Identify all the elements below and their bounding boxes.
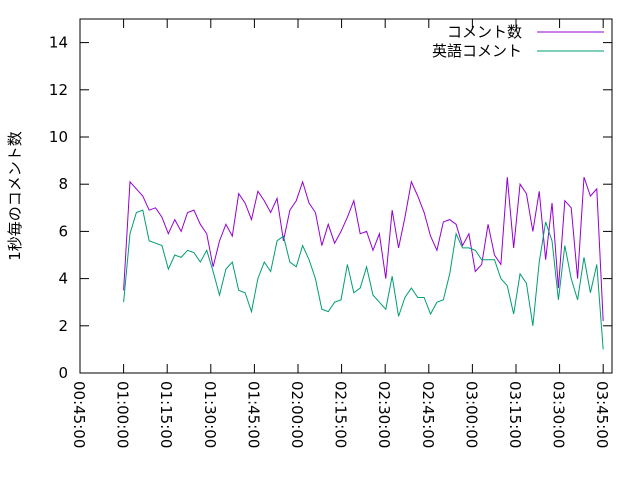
y-tick-label: 8 [58,175,68,193]
x-tick-label: 02:00:00 [288,381,306,448]
y-tick-label: 2 [58,317,68,335]
x-tick-label: 01:00:00 [114,381,132,448]
series-line [123,176,604,322]
y-tick-label: 10 [49,128,68,146]
x-tick-label: 02:45:00 [419,381,437,448]
legend-label: コメント数 [447,23,522,41]
x-tick-label: 01:30:00 [201,381,219,448]
x-tick-label: 00:45:00 [70,381,88,448]
x-tick-label: 03:30:00 [550,381,568,448]
x-tick-label: 03:00:00 [462,381,480,448]
y-tick-label: 12 [49,81,68,99]
y-tick-label: 4 [58,270,68,288]
x-tick-label: 02:15:00 [332,381,350,448]
y-axis-label: 1秒毎のコメント数 [6,131,24,261]
y-tick-label: 14 [49,34,68,52]
x-tick-label: 03:45:00 [593,381,611,448]
x-tick-label: 01:45:00 [244,381,262,448]
series-line [123,209,604,350]
x-tick-label: 01:15:00 [157,381,175,448]
y-tick-label: 0 [58,364,68,382]
x-tick-label: 03:15:00 [506,381,524,448]
legend-label: 英語コメント [432,42,522,60]
plot-border [79,18,613,374]
x-tick-label: 02:30:00 [375,381,393,448]
y-tick-label: 6 [58,222,68,240]
